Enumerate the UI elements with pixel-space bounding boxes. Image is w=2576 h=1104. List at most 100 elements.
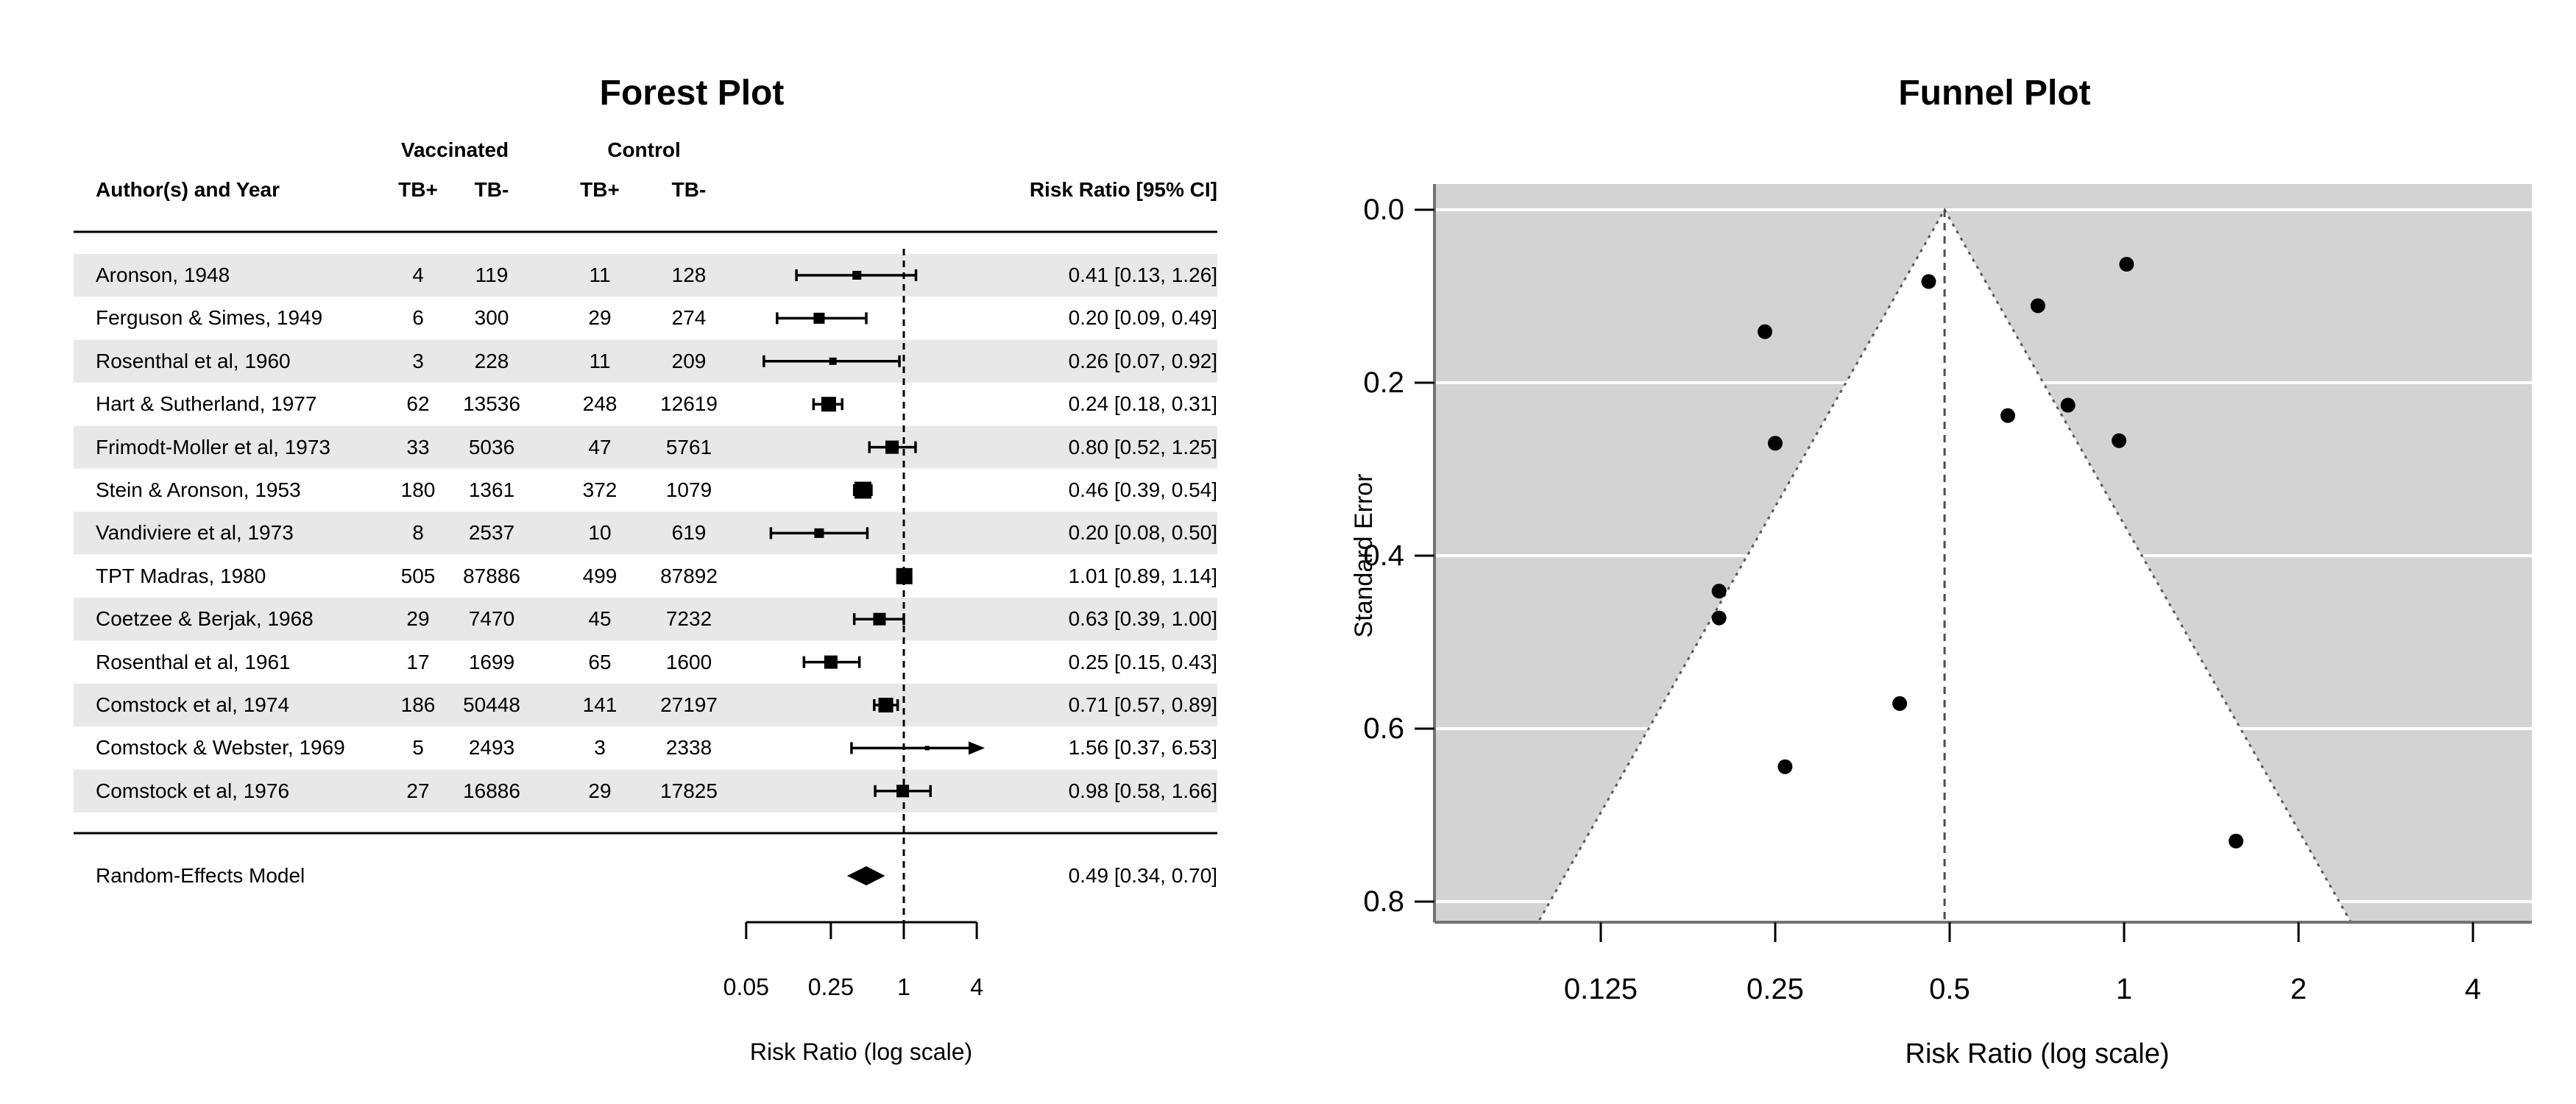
row-band (74, 339, 1217, 383)
control-tb-positive-count: 11 (589, 263, 611, 286)
control-tb-negative-count: 12619 (660, 392, 718, 416)
study-author-label: Comstock & Webster, 1969 (96, 736, 345, 760)
control-tb-negative-count: 87892 (660, 564, 718, 587)
control-tb-positive-count: 45 (588, 607, 612, 631)
forest-x-tick-label: 4 (970, 974, 984, 1000)
forest-x-tick-label: 0.05 (723, 974, 769, 1000)
effect-size-box (873, 612, 886, 626)
vaccinated-tb-positive-count: 505 (400, 564, 436, 587)
funnel-point (2030, 298, 2045, 314)
funnel-point (1767, 436, 1783, 451)
vaccinated-tb-positive-count: 62 (406, 392, 430, 416)
effect-size-box (829, 357, 837, 365)
study-author-label: Rosenthal et al, 1960 (96, 349, 291, 372)
effect-size-box (852, 271, 862, 280)
vaccinated-tb-positive-count: 33 (406, 435, 430, 459)
control-tb-positive-count: 248 (582, 392, 618, 416)
funnel-pseudo-ci-region (1536, 207, 2353, 924)
forest-header-col-tbneg-vaccinated: TB- (474, 178, 509, 201)
funnel-x-tick-label: 0.5 (1929, 973, 1970, 1005)
forest-header-col-tbpos-control: TB+ (580, 178, 620, 201)
funnel-point (1777, 759, 1793, 774)
funnel-y-tick-label: 0.0 (1363, 194, 1404, 226)
funnel-point (1892, 696, 1908, 711)
control-tb-negative-count: 2338 (665, 736, 712, 760)
vaccinated-tb-positive-count: 29 (406, 607, 430, 631)
funnel-y-tick-label: 0.2 (1363, 367, 1404, 399)
row-band (74, 425, 1217, 469)
vaccinated-tb-positive-count: 8 (412, 521, 424, 545)
control-tb-negative-count: 619 (671, 521, 707, 545)
forest-summary-estimate: 0.49 [0.34, 0.70] (1068, 864, 1217, 887)
forest-x-tick-label: 1 (897, 974, 910, 1000)
control-tb-negative-count: 274 (671, 306, 707, 330)
effect-size-box (896, 567, 913, 584)
funnel-x-tick-label: 0.125 (1563, 973, 1638, 1005)
control-tb-positive-count: 10 (588, 521, 612, 545)
control-tb-negative-count: 128 (671, 263, 707, 286)
funnel-point (2112, 433, 2127, 448)
vaccinated-tb-positive-count: 4 (412, 263, 424, 286)
study-author-label: Hart & Sutherland, 1977 (96, 392, 317, 416)
row-band (74, 769, 1217, 813)
vaccinated-tb-positive-count: 6 (412, 306, 424, 330)
risk-ratio-ci-text: 0.20 [0.09, 0.49] (1068, 306, 1217, 330)
row-band (74, 512, 1217, 555)
risk-ratio-ci-text: 0.25 [0.15, 0.43] (1068, 650, 1217, 673)
funnel-y-tick-label: 0.6 (1363, 712, 1404, 745)
control-tb-negative-count: 5761 (665, 435, 712, 459)
vaccinated-tb-negative-count: 87886 (463, 564, 520, 587)
ci-arrow-right (969, 741, 985, 755)
forest-header-author: Author(s) and Year (96, 178, 280, 201)
funnel-plot-title: Funnel Plot (1898, 74, 2091, 113)
funnel-point (1921, 274, 1936, 289)
forest-header-col-tbneg-control: TB- (671, 178, 707, 201)
effect-size-box (885, 440, 899, 454)
effect-size-box (814, 528, 824, 538)
vaccinated-tb-negative-count: 228 (474, 349, 509, 372)
vaccinated-tb-positive-count: 5 (412, 736, 424, 760)
study-author-label: Comstock et al, 1976 (96, 779, 290, 802)
risk-ratio-ci-text: 0.20 [0.08, 0.50] (1068, 521, 1217, 545)
control-tb-positive-count: 3 (594, 736, 606, 760)
vaccinated-tb-negative-count: 300 (474, 306, 509, 330)
row-band (74, 598, 1217, 641)
study-author-label: Vandiviere et al, 1973 (96, 521, 294, 545)
forest-summary-label: Random-Effects Model (96, 864, 305, 887)
control-tb-negative-count: 1600 (665, 650, 712, 673)
effect-size-box (896, 785, 910, 798)
vaccinated-tb-negative-count: 50448 (463, 693, 520, 716)
forest-x-axis-title: Risk Ratio (log scale) (749, 1038, 973, 1065)
funnel-x-tick-label: 2 (2290, 973, 2307, 1005)
summary-diamond (846, 866, 885, 885)
vaccinated-tb-positive-count: 180 (400, 478, 436, 501)
forest-header-risk-ratio: Risk Ratio [95% CI] (1029, 178, 1217, 201)
vaccinated-tb-negative-count: 119 (475, 263, 509, 286)
study-author-label: Stein & Aronson, 1953 (96, 478, 301, 501)
effect-size-box (854, 481, 871, 499)
effect-size-box (824, 655, 838, 669)
vaccinated-tb-negative-count: 5036 (468, 435, 515, 459)
control-tb-positive-count: 29 (588, 306, 612, 330)
control-tb-positive-count: 372 (582, 478, 618, 501)
risk-ratio-ci-text: 1.01 [0.89, 1.14] (1068, 564, 1217, 587)
study-author-label: TPT Madras, 1980 (96, 564, 266, 587)
vaccinated-tb-negative-count: 2537 (468, 521, 515, 545)
risk-ratio-ci-text: 0.98 [0.58, 1.66] (1068, 779, 1217, 802)
control-tb-negative-count: 7232 (665, 607, 712, 631)
risk-ratio-ci-text: 0.63 [0.39, 1.00] (1068, 607, 1217, 631)
control-tb-negative-count: 209 (671, 349, 707, 372)
control-tb-positive-count: 29 (588, 779, 612, 802)
row-band (74, 684, 1217, 726)
risk-ratio-ci-text: 0.71 [0.57, 0.89] (1068, 693, 1217, 716)
vaccinated-tb-negative-count: 1699 (468, 650, 515, 673)
risk-ratio-ci-text: 1.56 [0.37, 6.53] (1068, 736, 1217, 760)
forest-header-col-tbpos-vaccinated: TB+ (398, 178, 438, 201)
funnel-y-tick-label: 0.4 (1363, 539, 1404, 572)
funnel-point (2000, 408, 2016, 423)
effect-size-box (878, 698, 894, 712)
vaccinated-tb-positive-count: 17 (406, 650, 430, 673)
forest-plot-title: Forest Plot (599, 74, 785, 113)
study-author-label: Comstock et al, 1974 (96, 693, 290, 716)
